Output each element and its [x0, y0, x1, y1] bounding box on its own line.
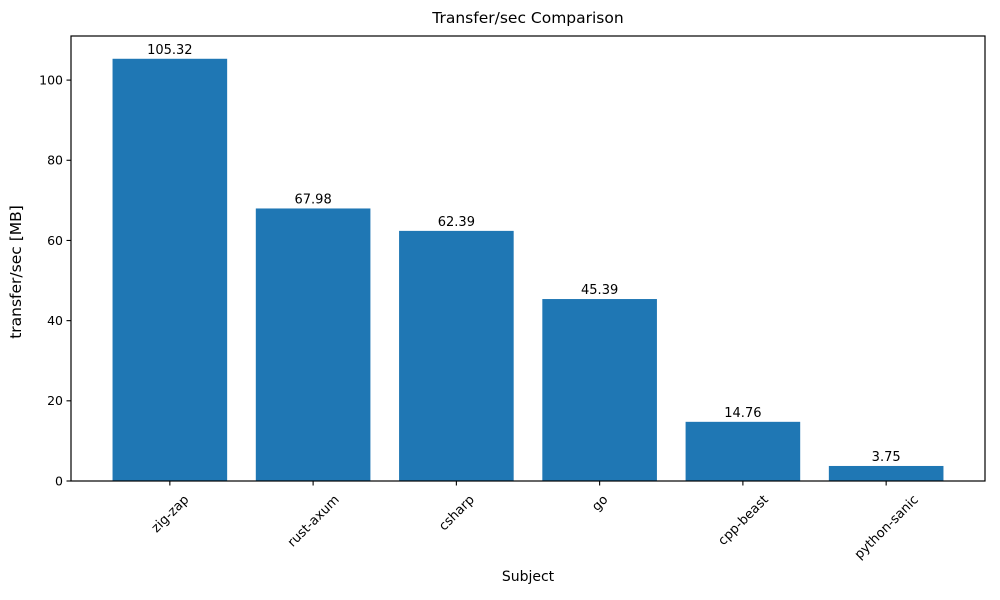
- bar-value-label: 62.39: [438, 215, 475, 230]
- bar-value-label: 14.76: [724, 406, 761, 421]
- bar-go: [542, 299, 657, 481]
- x-tick-label-rust-axum: rust-axum: [285, 493, 343, 551]
- bar-csharp: [399, 230, 514, 481]
- y-tick-label: 100: [39, 72, 63, 87]
- x-tick-label-zig-zap: zig-zap: [149, 493, 192, 536]
- y-tick-label: 60: [47, 233, 63, 248]
- y-tick-label: 80: [47, 153, 63, 168]
- y-tick-label: 40: [47, 313, 63, 328]
- bar-rust-axum: [255, 208, 371, 481]
- bar-value-label: 67.98: [295, 192, 332, 207]
- x-tick-label-cpp-beast: cpp-beast: [716, 493, 772, 549]
- y-axis-label: transfer/sec [MB]: [7, 205, 25, 339]
- x-axis-label: Subject: [502, 569, 555, 585]
- bar-value-label: 105.32: [147, 43, 193, 58]
- y-tick-label: 0: [55, 473, 63, 488]
- chart-plot-area: 0 20 40 60 80 100 105.32 zig-zap 67.98 rust-axum 6…: [39, 35, 986, 563]
- x-tick-label-python-sanic: python-sanic: [852, 493, 922, 563]
- bar-value-label: 45.39: [581, 283, 618, 298]
- chart-title: Transfer/sec Comparison: [431, 9, 623, 27]
- x-tick-label-csharp: csharp: [436, 493, 478, 535]
- plot-border: [70, 35, 986, 482]
- bar-zig-zap: [112, 58, 228, 481]
- bar-python-sanic: [828, 465, 944, 481]
- bar-cpp-beast: [685, 421, 801, 481]
- y-tick-label: 20: [47, 393, 63, 408]
- x-tick-label-go: go: [589, 492, 611, 514]
- bar-value-label: 3.75: [872, 450, 901, 465]
